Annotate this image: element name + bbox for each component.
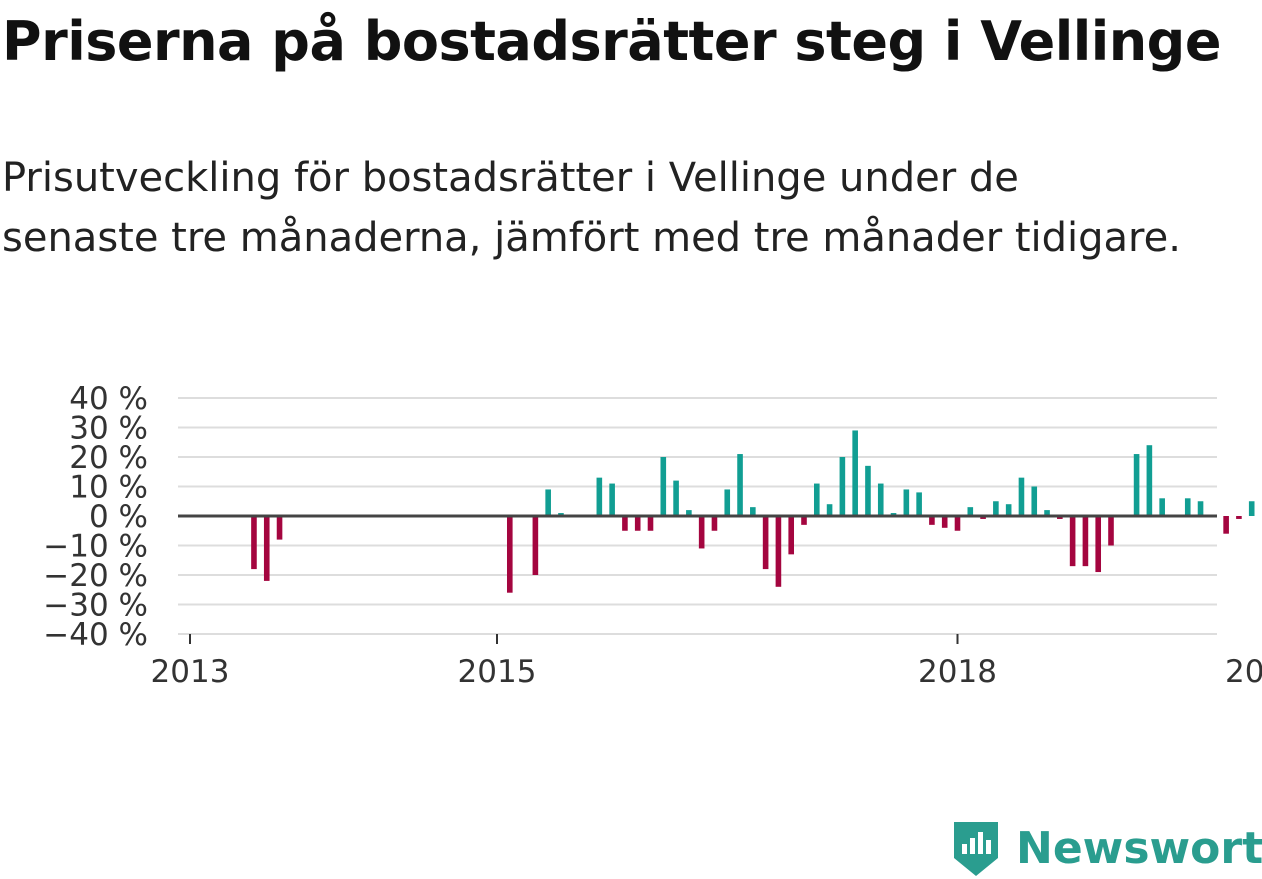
- bar-2016-03: [673, 480, 679, 516]
- bars: [251, 430, 1255, 593]
- bar-2015-11: [622, 516, 628, 531]
- bar-2017-11: [929, 516, 935, 525]
- bar-2016-06: [711, 516, 718, 531]
- y-tick-label: 40 %: [69, 381, 148, 417]
- bar-2016-10: [762, 516, 769, 570]
- bar-2015-12: [634, 516, 641, 531]
- bar-2013-07: [263, 516, 270, 581]
- bar-2019-03: [1133, 454, 1140, 516]
- bar-2017-01: [801, 516, 807, 525]
- bar-2019-05: [1159, 498, 1165, 516]
- bar-2018-10: [1069, 516, 1076, 567]
- bar-2015-10: [609, 483, 615, 516]
- bar-2016-02: [660, 457, 667, 516]
- bar-2017-07: [877, 483, 884, 516]
- bar-2018-06: [1018, 477, 1025, 516]
- bar-2018-02: [967, 507, 974, 516]
- bar-2016-05: [698, 516, 705, 549]
- y-tick-label: −10 %: [43, 529, 148, 565]
- x-tick-label: 2013: [151, 654, 230, 690]
- bar-2018-05: [1005, 504, 1012, 516]
- newsworthy-logo-icon: [954, 822, 998, 876]
- bar-2013-08: [276, 516, 283, 540]
- brand-logo: Newsworthy: [950, 818, 1262, 878]
- y-tick-label: 30 %: [69, 411, 148, 447]
- bar-2019-10: [1223, 516, 1229, 534]
- y-tick-label: −20 %: [43, 558, 148, 594]
- brand-name: Newsworthy: [1016, 822, 1262, 874]
- y-tick-label: −30 %: [43, 588, 148, 624]
- bar-2015-02: [506, 516, 513, 593]
- y-axis: 40 %30 %20 %10 %0 %−10 %−20 %−30 %−40 %: [43, 381, 148, 653]
- bar-2016-09: [750, 507, 756, 516]
- bar-2017-06: [865, 465, 871, 516]
- bar-2018-12: [1095, 516, 1102, 573]
- bar-2016-11: [775, 516, 782, 587]
- bar-2018-11: [1082, 516, 1089, 567]
- bar-2017-04: [839, 457, 846, 516]
- bar-2016-04: [686, 510, 692, 516]
- x-tick-label: 2020: [1225, 654, 1262, 690]
- bar-2018-01: [954, 516, 961, 531]
- bar-2016-07: [724, 489, 731, 516]
- bar-2017-12: [941, 516, 948, 528]
- bar-2019-08: [1197, 501, 1204, 516]
- bar-2017-09: [903, 489, 910, 516]
- bar-2016-08: [737, 454, 743, 516]
- bar-2015-05: [545, 489, 551, 516]
- x-axis: 201320152018202020232025: [151, 633, 1262, 690]
- bar-2019-12: [1248, 501, 1255, 516]
- bar-2017-02: [813, 483, 820, 516]
- bar-2018-04: [993, 501, 999, 516]
- chart-subtitle: Prisutveckling för bostadsrätter i Velli…: [2, 155, 1181, 261]
- bar-2019-04: [1146, 445, 1153, 516]
- bar-chart: 40 %30 %20 %10 %0 %−10 %−20 %−30 %−40 % …: [43, 381, 1262, 690]
- bar-2018-08: [1044, 510, 1050, 516]
- y-tick-label: 0 %: [89, 499, 148, 535]
- x-tick-label: 2015: [458, 654, 537, 690]
- bar-2018-07: [1031, 486, 1038, 516]
- bar-2017-03: [826, 504, 833, 516]
- bar-2016-12: [788, 516, 795, 555]
- bar-2017-10: [916, 492, 922, 516]
- y-tick-label: 20 %: [69, 440, 148, 476]
- bar-2019-11: [1236, 516, 1242, 519]
- chart-title: Priserna på bostadsrätter steg i Velling…: [2, 10, 1221, 73]
- bar-2019-01: [1108, 516, 1114, 546]
- y-tick-label: −40 %: [43, 617, 148, 653]
- bar-2017-05: [852, 430, 858, 516]
- bar-2013-06: [251, 516, 257, 570]
- bar-2015-09: [596, 477, 603, 516]
- bar-2016-01: [647, 516, 654, 531]
- bar-2015-04: [532, 516, 539, 575]
- bar-2019-07: [1184, 498, 1191, 516]
- x-tick-label: 2018: [918, 654, 997, 690]
- y-tick-label: 10 %: [69, 470, 148, 506]
